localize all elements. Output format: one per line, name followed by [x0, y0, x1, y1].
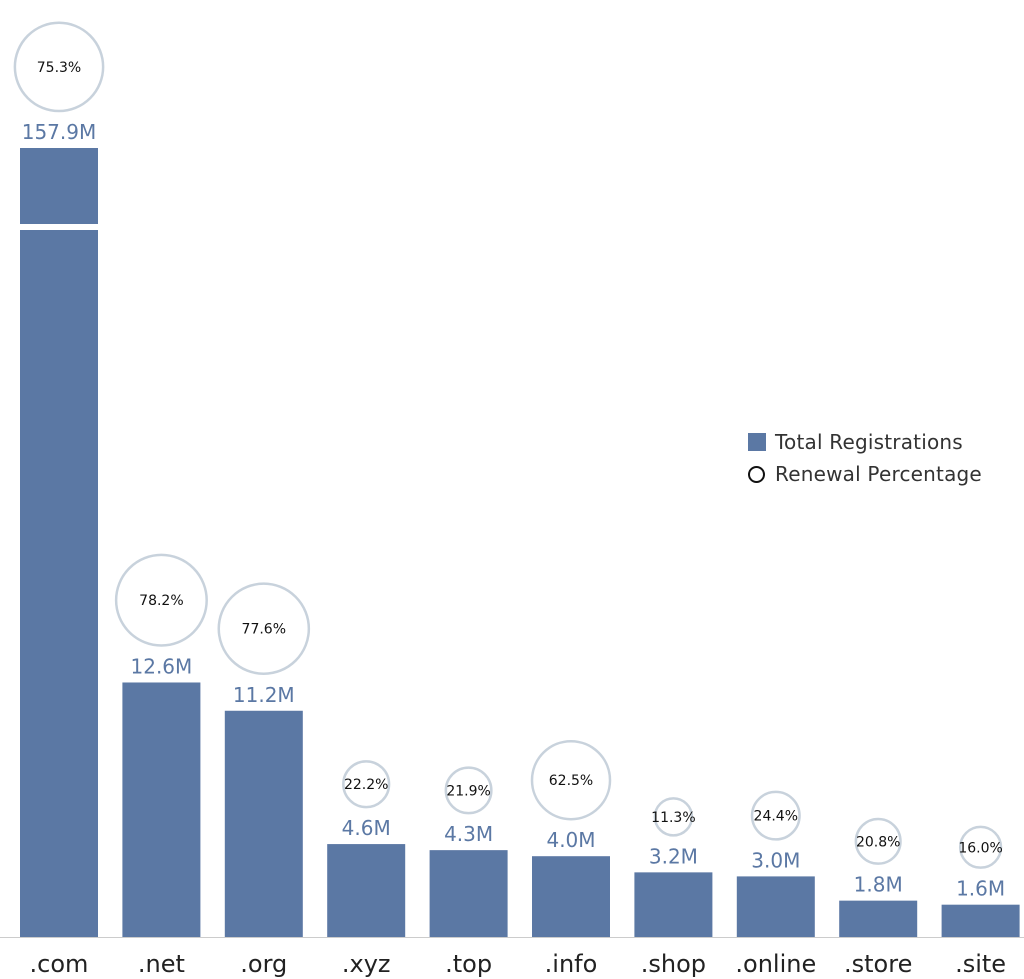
renewal-percentage-label: 78.2% — [139, 593, 183, 609]
x-tick-label: .org — [240, 950, 287, 978]
bar-value-label: 4.6M — [342, 816, 391, 840]
renewal-percentage-label: 75.3% — [37, 60, 81, 76]
x-tick-label: .top — [445, 950, 492, 978]
bar-top — [429, 850, 508, 937]
bar-value-label: 4.0M — [546, 828, 595, 852]
bar-net — [122, 682, 201, 937]
bar-info — [532, 856, 610, 937]
renewal-circle — [342, 760, 391, 809]
renewal-percentage-label: 62.5% — [549, 773, 593, 789]
legend-label-total-registrations: Total Registrations — [775, 430, 963, 454]
axis-break-gap — [19, 224, 99, 230]
bar-value-label: 3.0M — [751, 848, 800, 872]
bar-com — [20, 148, 98, 937]
renewal-circle — [217, 582, 311, 676]
bar-value-label: 1.6M — [956, 877, 1005, 901]
x-tick-label: .xyz — [342, 950, 391, 978]
renewal-circle — [958, 825, 1003, 869]
bar-site — [941, 904, 1020, 937]
bar-shop — [634, 872, 713, 937]
x-tick-label: .net — [138, 950, 185, 978]
x-tick-label: .store — [844, 950, 912, 978]
bar-value-label: 12.6M — [131, 654, 193, 678]
x-tick-label: .com — [30, 950, 89, 978]
x-tick-label: .site — [955, 950, 1006, 978]
renewal-percentage-label: 21.9% — [446, 783, 490, 799]
renewal-circle — [530, 739, 612, 821]
renewal-percentage-label: 24.4% — [754, 809, 798, 825]
bar-xyz — [327, 844, 406, 937]
x-tick-label: .info — [545, 950, 598, 978]
bar-value-label: 3.2M — [649, 844, 698, 868]
renewal-circle — [854, 817, 902, 865]
renewal-circle — [114, 553, 208, 647]
x-tick-label: .shop — [641, 950, 706, 978]
renewal-percentage-label: 16.0% — [958, 840, 1002, 856]
renewal-circle — [750, 790, 801, 841]
legend-label-renewal-percentage: Renewal Percentage — [775, 462, 982, 486]
renewal-circle — [444, 766, 493, 815]
bar-value-label: 1.8M — [854, 873, 903, 897]
x-tick-label: .online — [735, 950, 816, 978]
bar-value-label: 11.2M — [233, 683, 295, 707]
bar-store — [839, 900, 918, 937]
renewal-circle — [13, 21, 105, 113]
legend-swatch-bar — [748, 433, 766, 451]
legend: Total Registrations Renewal Percentage — [748, 426, 982, 490]
renewal-percentage-label: 20.8% — [856, 834, 900, 850]
renewal-percentage-label: 77.6% — [242, 622, 286, 638]
renewal-circle — [653, 797, 694, 837]
bar-online — [736, 876, 815, 937]
bar-value-label: 157.9M — [22, 120, 97, 144]
bar-org — [224, 710, 303, 937]
legend-swatch-circle — [748, 465, 765, 483]
renewal-percentage-label: 11.3% — [651, 810, 695, 826]
legend-item-total-registrations: Total Registrations — [748, 426, 982, 458]
legend-item-renewal-percentage: Renewal Percentage — [748, 458, 982, 490]
bar-value-label: 4.3M — [444, 822, 493, 846]
renewal-percentage-label: 22.2% — [344, 777, 388, 793]
